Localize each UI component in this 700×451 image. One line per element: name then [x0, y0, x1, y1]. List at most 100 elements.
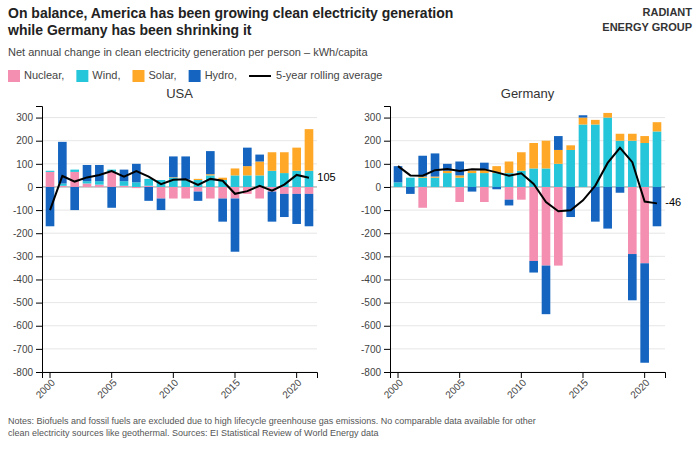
bar: [206, 151, 215, 174]
y-tick: -200: [13, 228, 42, 239]
bar: [157, 187, 166, 199]
x-tick-label: 2015: [219, 377, 243, 401]
legend-label: Wind,: [92, 69, 120, 81]
bar: [120, 186, 129, 187]
bar: [628, 134, 637, 141]
bar: [443, 173, 452, 187]
y-tick-label: -400: [361, 274, 381, 285]
y-tick-label: 300: [16, 112, 33, 123]
bar: [653, 187, 662, 226]
bar: [280, 194, 289, 217]
y-tick-label: 100: [364, 159, 381, 170]
y-tick: 200: [364, 135, 390, 146]
bar: [231, 199, 240, 252]
x-tick: 2005: [95, 372, 119, 400]
bar: [542, 266, 551, 315]
y-tick: -600: [13, 320, 42, 331]
y-tick-label: -500: [13, 297, 33, 308]
bar: [132, 182, 141, 187]
x-tick: 2010: [505, 372, 529, 400]
bar: [455, 162, 464, 176]
bar: [394, 182, 403, 187]
y-tick: -800: [361, 367, 390, 378]
y-tick-mark: [384, 279, 390, 280]
x-tick-mark: [173, 372, 174, 378]
y-tick: -100: [13, 205, 42, 216]
legend-line: [249, 75, 271, 77]
annotation: 105: [317, 171, 335, 183]
y-tick-mark: [384, 118, 390, 119]
x-tick: 2000: [382, 372, 406, 400]
line: [50, 171, 309, 210]
y-tick-label: 200: [364, 135, 381, 146]
bar: [616, 134, 625, 141]
grid-line: [390, 348, 665, 349]
x-tick-mark: [234, 372, 235, 378]
bar: [194, 179, 203, 180]
note: Notes: Biofuels and fossil fuels are exc…: [8, 416, 536, 426]
bar: [418, 178, 427, 187]
x-tick: 2000: [34, 372, 58, 400]
bar-series: [394, 118, 662, 187]
bar: [305, 129, 314, 171]
grid-line: [390, 210, 665, 211]
grid-line: [390, 256, 665, 257]
bar: [566, 187, 575, 217]
logo: RADIANT: [643, 6, 693, 18]
y-tick-label: -400: [13, 274, 33, 285]
bar: [431, 153, 440, 176]
bar: [292, 171, 301, 187]
x-tick: 2020: [280, 372, 304, 400]
y-tick-mark: [384, 233, 390, 234]
chart-canvas: On balance, America has been growing cle…: [0, 0, 700, 451]
y-axis: -800-700-600-500-400-300-200-10001002003…: [13, 107, 43, 378]
y-tick-mark: [36, 326, 42, 327]
bar: [243, 175, 252, 187]
bar-series: [169, 129, 313, 180]
bar: [529, 143, 538, 168]
bar: [542, 168, 551, 187]
bar: [46, 171, 55, 172]
y-tick-label: -200: [361, 228, 381, 239]
bar: [268, 171, 277, 187]
bar: [268, 152, 277, 171]
bar: [268, 192, 277, 222]
y-tick-label: -300: [13, 251, 33, 262]
legend-label: Solar,: [148, 69, 176, 81]
panel: 105-800-700-600-500-400-300-200-10001002…: [13, 86, 336, 400]
bar: [206, 187, 215, 199]
panel-title: USA: [166, 86, 193, 101]
x-tick-label: 2015: [567, 377, 591, 401]
bar: [566, 150, 575, 187]
bar: [455, 178, 464, 187]
y-tick-mark: [36, 210, 42, 211]
y-tick: -800: [13, 367, 42, 378]
bar: [95, 181, 104, 184]
bar: [616, 187, 625, 193]
bar: [206, 174, 215, 175]
y-tick: -500: [13, 297, 42, 308]
bar: [603, 118, 612, 187]
bar: [255, 162, 264, 176]
y-axis-line: [384, 107, 391, 373]
bar: [181, 187, 190, 199]
y-tick-mark: [36, 233, 42, 234]
bar: [95, 185, 104, 187]
y-tick-label: -600: [13, 320, 33, 331]
x-tick-mark: [521, 372, 522, 378]
y-tick-label: 300: [364, 112, 381, 123]
bar: [628, 187, 637, 254]
note: clean electricity sources like geotherma…: [8, 428, 379, 438]
plot-area: [46, 129, 314, 252]
bar: [492, 173, 501, 187]
bar: [107, 172, 116, 187]
bar: [579, 118, 588, 125]
y-tick: -600: [361, 320, 390, 331]
bar: [653, 122, 662, 131]
x-tick-mark: [398, 372, 399, 378]
bar: [194, 187, 203, 192]
bar-series: [394, 115, 662, 362]
bar: [305, 171, 314, 187]
grid-line: [42, 325, 317, 326]
bar: [554, 164, 563, 187]
